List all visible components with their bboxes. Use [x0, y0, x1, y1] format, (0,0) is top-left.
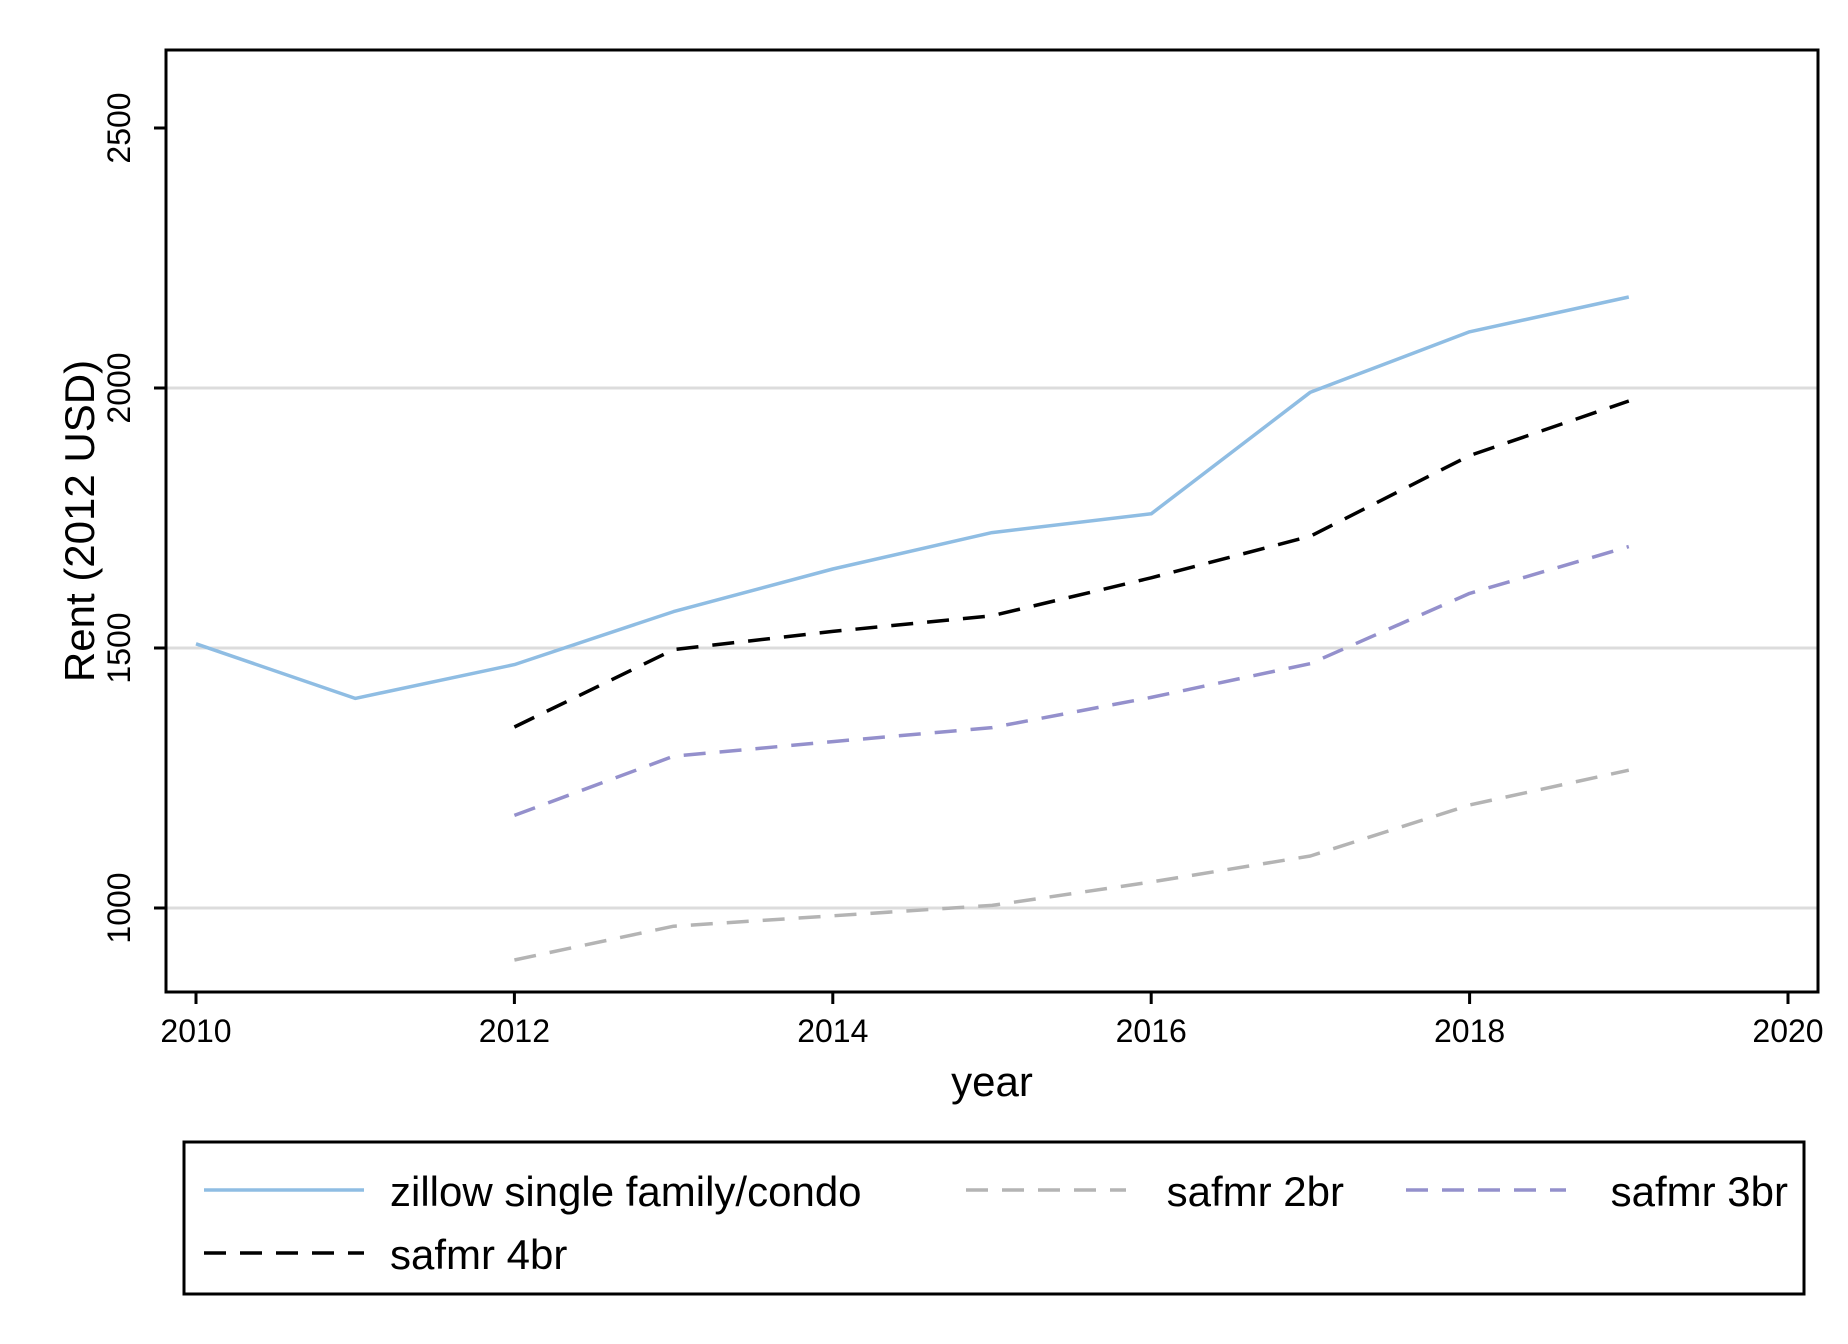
x-tick-label: 2010	[160, 1013, 231, 1049]
x-tick-label: 2016	[1116, 1013, 1187, 1049]
series-line	[513, 399, 1630, 729]
x-tick-label: 2020	[1752, 1013, 1823, 1049]
y-axis-title: Rent (2012 USD)	[56, 360, 103, 682]
legend-label: zillow single family/condo	[390, 1168, 862, 1215]
x-axis: 2010 2012 2014 2016 2018 2020	[160, 992, 1824, 1049]
series-line	[195, 295, 1630, 701]
series-line	[514, 768, 1630, 962]
legend-box	[182, 1140, 1806, 1296]
x-tick-label: 2018	[1434, 1013, 1505, 1049]
gridlines	[166, 386, 1818, 910]
legend: zillow single family/condo safmr 2br safmr…	[182, 1140, 1806, 1296]
x-axis-title: year	[951, 1058, 1033, 1105]
plot-frame	[164, 48, 1820, 994]
legend-label: safmr 2br	[1167, 1168, 1344, 1215]
legend-label: safmr 3br	[1611, 1168, 1788, 1215]
series-lines	[195, 295, 1630, 962]
y-axis: 1000 1500 2000 2500	[101, 92, 166, 944]
legend-label: safmr 4br	[390, 1231, 567, 1278]
x-tick-label: 2014	[797, 1013, 868, 1049]
series-line	[513, 544, 1630, 818]
y-tick-label: 1000	[101, 872, 137, 943]
y-tick-label: 1500	[101, 612, 137, 683]
y-tick-label: 2000	[101, 352, 137, 423]
y-tick-label: 2500	[101, 92, 137, 163]
x-tick-label: 2012	[479, 1013, 550, 1049]
